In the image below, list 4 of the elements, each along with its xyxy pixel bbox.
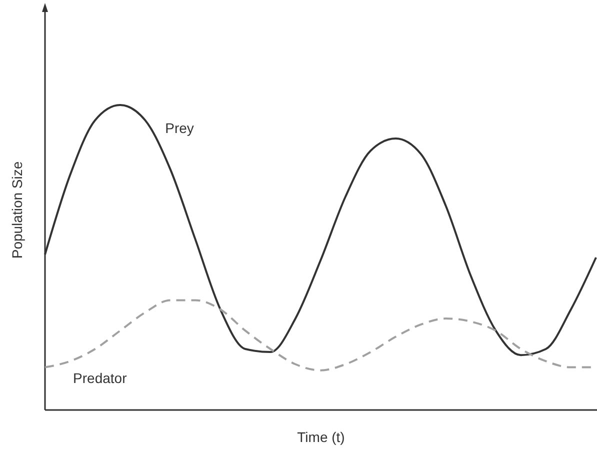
x-axis-title: Time (t) (297, 429, 345, 445)
y-axis-title: Population Size (9, 161, 25, 259)
series-label: Prey (165, 120, 194, 136)
series-label: Predator (73, 370, 128, 386)
